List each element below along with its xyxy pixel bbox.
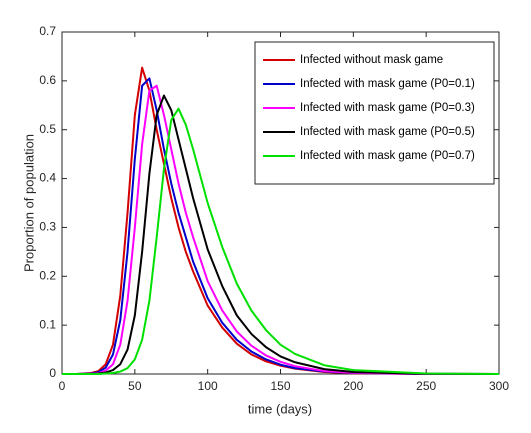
x-tick-label: 250: [416, 379, 436, 393]
x-tick-label: 50: [128, 379, 142, 393]
y-tick-label: 0.7: [39, 24, 56, 38]
y-axis-label: Proportion of population: [21, 134, 36, 272]
series-line: [62, 77, 499, 375]
series-line: [62, 107, 500, 375]
y-tick-label: 0.1: [39, 317, 56, 331]
legend-label: Infected with mask game (P0=0.5): [300, 126, 475, 138]
legend-label: Infected with mask game (P0=0.1): [300, 78, 475, 90]
y-tick-label: 0.4: [39, 171, 56, 185]
legend-label: Infected without mask game: [300, 54, 443, 66]
legend-box: [254, 41, 495, 185]
x-tick-label: 100: [198, 379, 218, 393]
series-line: [62, 94, 500, 375]
legend-label: Infected with mask game (P0=0.7): [300, 150, 475, 162]
x-tick-label: 150: [270, 379, 290, 393]
x-tick-label: 0: [59, 379, 66, 393]
y-tick-label: 0.3: [39, 220, 56, 234]
y-tick-label: 0.6: [39, 73, 56, 87]
x-tick-label: 300: [489, 379, 509, 393]
x-tick-label: 200: [343, 379, 363, 393]
y-tick-label: 0.5: [39, 122, 56, 136]
legend-label: Infected with mask game (P0=0.3): [300, 102, 475, 114]
series-line: [62, 84, 500, 375]
x-axis-label: time (days): [248, 401, 312, 416]
y-tick-label: 0.2: [39, 268, 56, 282]
y-tick-label: 0: [49, 366, 56, 380]
